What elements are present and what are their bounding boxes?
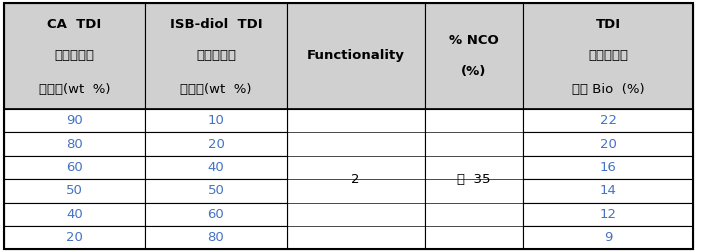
Text: 예상 Bio  (%): 예상 Bio (%) [571,83,645,96]
Bar [4,226,145,249]
Text: 약  35: 약 35 [457,173,491,186]
Text: 14: 14 [600,184,616,197]
Bar [523,3,693,109]
Bar [4,203,145,226]
Bar [145,226,287,249]
Text: 80: 80 [66,138,83,150]
Text: 프리폴리머: 프리폴리머 [54,49,94,62]
Bar [287,109,425,249]
Bar [145,156,287,179]
Bar [523,156,693,179]
Text: 20: 20 [600,138,616,150]
Text: 80: 80 [208,231,224,244]
Text: 사용량(wt  %): 사용량(wt %) [180,83,252,96]
Text: 사용량(wt  %): 사용량(wt %) [38,83,110,96]
Bar [145,109,287,132]
Text: 10: 10 [208,114,224,127]
Text: 9: 9 [604,231,612,244]
Bar [4,179,145,203]
Bar [523,109,693,132]
Text: 20: 20 [66,231,83,244]
Text: 40: 40 [208,161,224,174]
Text: 16: 16 [600,161,616,174]
Bar [4,3,145,109]
Bar [145,132,287,156]
Text: CA  TDI: CA TDI [47,18,102,31]
Bar [4,132,145,156]
Text: 90: 90 [66,114,83,127]
Bar [4,156,145,179]
Bar [523,226,693,249]
Text: (%): (%) [461,65,486,78]
Text: ISB-diol  TDI: ISB-diol TDI [170,18,262,31]
Bar [425,3,523,109]
Text: TDI: TDI [595,18,621,31]
Text: 60: 60 [66,161,83,174]
Bar [523,132,693,156]
Bar [145,179,287,203]
Bar [287,3,425,109]
Text: 12: 12 [600,208,616,221]
Text: 50: 50 [208,184,224,197]
Bar [145,203,287,226]
Text: 2: 2 [351,173,360,186]
Text: 22: 22 [600,114,616,127]
Text: 60: 60 [208,208,224,221]
Text: % NCO: % NCO [449,34,499,47]
Text: 프리폴리머: 프리폴리머 [196,49,236,62]
Text: 40: 40 [66,208,83,221]
Bar [4,109,145,132]
Text: 20: 20 [208,138,224,150]
Bar [145,3,287,109]
Bar [425,109,523,249]
Text: Functionality: Functionality [307,49,404,62]
Bar [523,203,693,226]
Text: 프리폴리머: 프리폴리머 [588,49,628,62]
Bar [523,179,693,203]
Text: 50: 50 [66,184,83,197]
